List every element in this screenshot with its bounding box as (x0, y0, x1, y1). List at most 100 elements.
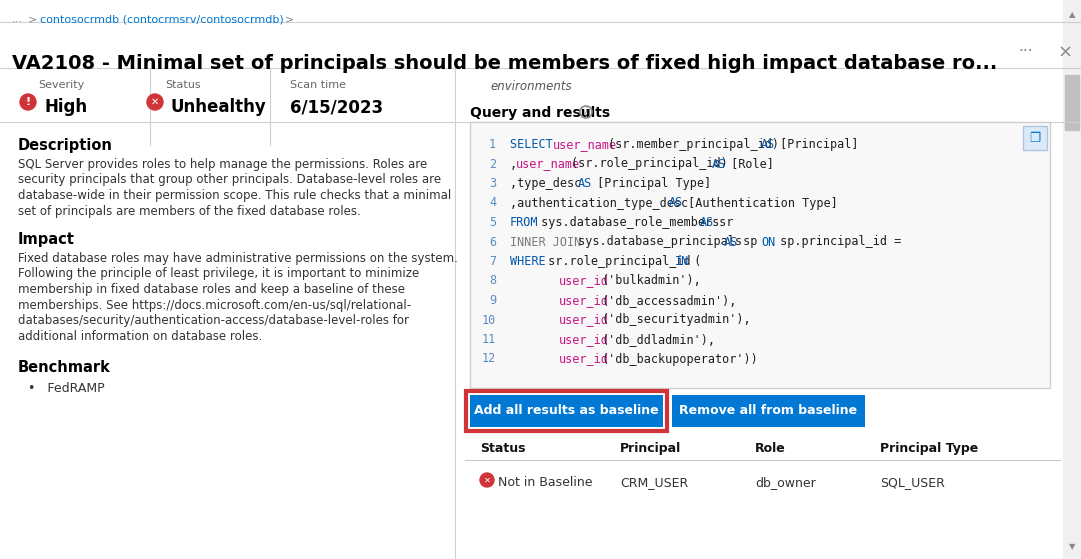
Text: >: > (285, 14, 294, 24)
Text: 11: 11 (482, 333, 496, 346)
Text: >: > (28, 14, 37, 24)
Text: Query and results: Query and results (470, 106, 610, 120)
Text: (sr.role_principal_id): (sr.role_principal_id) (571, 158, 735, 170)
Text: Scan time: Scan time (290, 80, 346, 90)
Text: Status: Status (480, 442, 525, 455)
Text: ('db_securityadmin'),: ('db_securityadmin'), (602, 314, 751, 326)
Text: sr.role_principal_id: sr.role_principal_id (540, 255, 697, 268)
Text: database-wide in their permission scope. This rule checks that a minimal: database-wide in their permission scope.… (18, 189, 451, 202)
Text: Following the principle of least privilege, it is important to minimize: Following the principle of least privile… (18, 268, 419, 281)
Text: 6/15/2023: 6/15/2023 (290, 98, 383, 116)
Text: sys.database_principals: sys.database_principals (571, 235, 749, 249)
Text: !: ! (26, 97, 30, 107)
Bar (1065, 75, 1079, 130)
Text: Impact: Impact (18, 232, 75, 247)
FancyBboxPatch shape (470, 395, 663, 427)
Text: INNER JOIN: INNER JOIN (510, 235, 582, 249)
Circle shape (21, 94, 36, 110)
Text: (sr.member_principal_id): (sr.member_principal_id) (608, 138, 786, 151)
Text: sys.database_role_members: sys.database_role_members (534, 216, 726, 229)
Text: user_id: user_id (559, 294, 609, 307)
Text: [Authentication Type]: [Authentication Type] (681, 197, 838, 210)
Text: user_name: user_name (552, 138, 617, 151)
Text: ('db_ddladmin'),: ('db_ddladmin'), (602, 333, 716, 346)
Text: SQL_USER: SQL_USER (880, 476, 945, 489)
Text: ❐: ❐ (1029, 131, 1041, 144)
Text: databases/security/authentication-access/database-level-roles for: databases/security/authentication-access… (18, 314, 409, 327)
Text: Description: Description (18, 138, 112, 153)
Bar (1063, 0, 1081, 559)
Text: 6: 6 (489, 235, 496, 249)
Text: ▼: ▼ (1069, 542, 1076, 551)
Text: CRM_USER: CRM_USER (620, 476, 689, 489)
Text: additional information on database roles.: additional information on database roles… (18, 329, 263, 343)
Text: ('db_accessadmin'),: ('db_accessadmin'), (602, 294, 737, 307)
Text: ×: × (1058, 44, 1073, 62)
Text: Status: Status (165, 80, 201, 90)
Text: user_id: user_id (559, 333, 609, 346)
Text: Principal Type: Principal Type (880, 442, 978, 455)
Text: memberships. See https://docs.microsoft.com/en-us/sql/relational-: memberships. See https://docs.microsoft.… (18, 299, 411, 311)
Text: ▲: ▲ (1069, 10, 1076, 19)
Text: ON: ON (761, 235, 775, 249)
Text: WHERE: WHERE (510, 255, 546, 268)
Text: Benchmark: Benchmark (18, 360, 111, 375)
FancyBboxPatch shape (470, 122, 1050, 388)
Text: user_id: user_id (559, 314, 609, 326)
Text: VA2108 - Minimal set of principals should be members of fixed high impact databa: VA2108 - Minimal set of principals shoul… (12, 54, 998, 73)
Text: i: i (585, 107, 587, 116)
Text: membership in fixed database roles and keep a baseline of these: membership in fixed database roles and k… (18, 283, 405, 296)
Text: Fixed database roles may have administrative permissions on the system.: Fixed database roles may have administra… (18, 252, 458, 265)
Text: ···: ··· (1018, 44, 1032, 59)
Text: 1: 1 (489, 138, 496, 151)
Text: 5: 5 (489, 216, 496, 229)
FancyBboxPatch shape (672, 395, 865, 427)
Text: ...: ... (12, 14, 23, 24)
Text: set of principals are members of the fixed database roles.: set of principals are members of the fix… (18, 205, 361, 217)
Text: db_owner: db_owner (755, 476, 816, 489)
Text: AS: AS (761, 138, 775, 151)
Text: [Principal Type]: [Principal Type] (589, 177, 710, 190)
Text: (: ( (688, 255, 702, 268)
Text: AS: AS (712, 158, 726, 170)
Text: Severity: Severity (38, 80, 84, 90)
Text: ✕: ✕ (151, 97, 159, 107)
Text: sr: sr (712, 216, 733, 229)
Text: 3: 3 (489, 177, 496, 190)
Text: Role: Role (755, 442, 786, 455)
Text: 7: 7 (489, 255, 496, 268)
Text: Remove all from baseline: Remove all from baseline (680, 405, 857, 418)
Text: FROM: FROM (510, 216, 538, 229)
Text: sp: sp (736, 235, 765, 249)
Text: 2: 2 (489, 158, 496, 170)
Text: AS: AS (577, 177, 591, 190)
Text: AS: AS (724, 235, 738, 249)
Text: Principal: Principal (620, 442, 681, 455)
Text: 12: 12 (482, 353, 496, 366)
Text: 9: 9 (489, 294, 496, 307)
Text: AS: AS (669, 197, 683, 210)
Text: Add all results as baseline: Add all results as baseline (475, 405, 658, 418)
Text: user_name: user_name (516, 158, 580, 170)
Text: AS: AS (699, 216, 713, 229)
Text: ,authentication_type_desc: ,authentication_type_desc (510, 197, 695, 210)
Circle shape (147, 94, 163, 110)
Text: High: High (44, 98, 88, 116)
Text: ('bulkadmin'),: ('bulkadmin'), (602, 274, 702, 287)
Text: Unhealthy: Unhealthy (171, 98, 267, 116)
Text: environments: environments (490, 80, 572, 93)
Text: contosocrmdb (contocrmsrv/contosocrmdb): contosocrmdb (contocrmsrv/contosocrmdb) (40, 14, 283, 24)
Text: Not in Baseline: Not in Baseline (498, 476, 592, 489)
Text: SQL Server provides roles to help manage the permissions. Roles are: SQL Server provides roles to help manage… (18, 158, 427, 171)
Text: ✕: ✕ (483, 476, 491, 485)
Text: ,type_desc: ,type_desc (510, 177, 588, 190)
Text: •   FedRAMP: • FedRAMP (28, 382, 105, 395)
Text: sp.principal_id =: sp.principal_id = (773, 235, 902, 249)
Text: 8: 8 (489, 274, 496, 287)
Circle shape (480, 473, 494, 487)
Text: SELECT: SELECT (510, 138, 560, 151)
Text: user_id: user_id (559, 353, 609, 366)
Text: IN: IN (676, 255, 690, 268)
Text: ,: , (510, 158, 517, 170)
FancyBboxPatch shape (1023, 126, 1047, 150)
